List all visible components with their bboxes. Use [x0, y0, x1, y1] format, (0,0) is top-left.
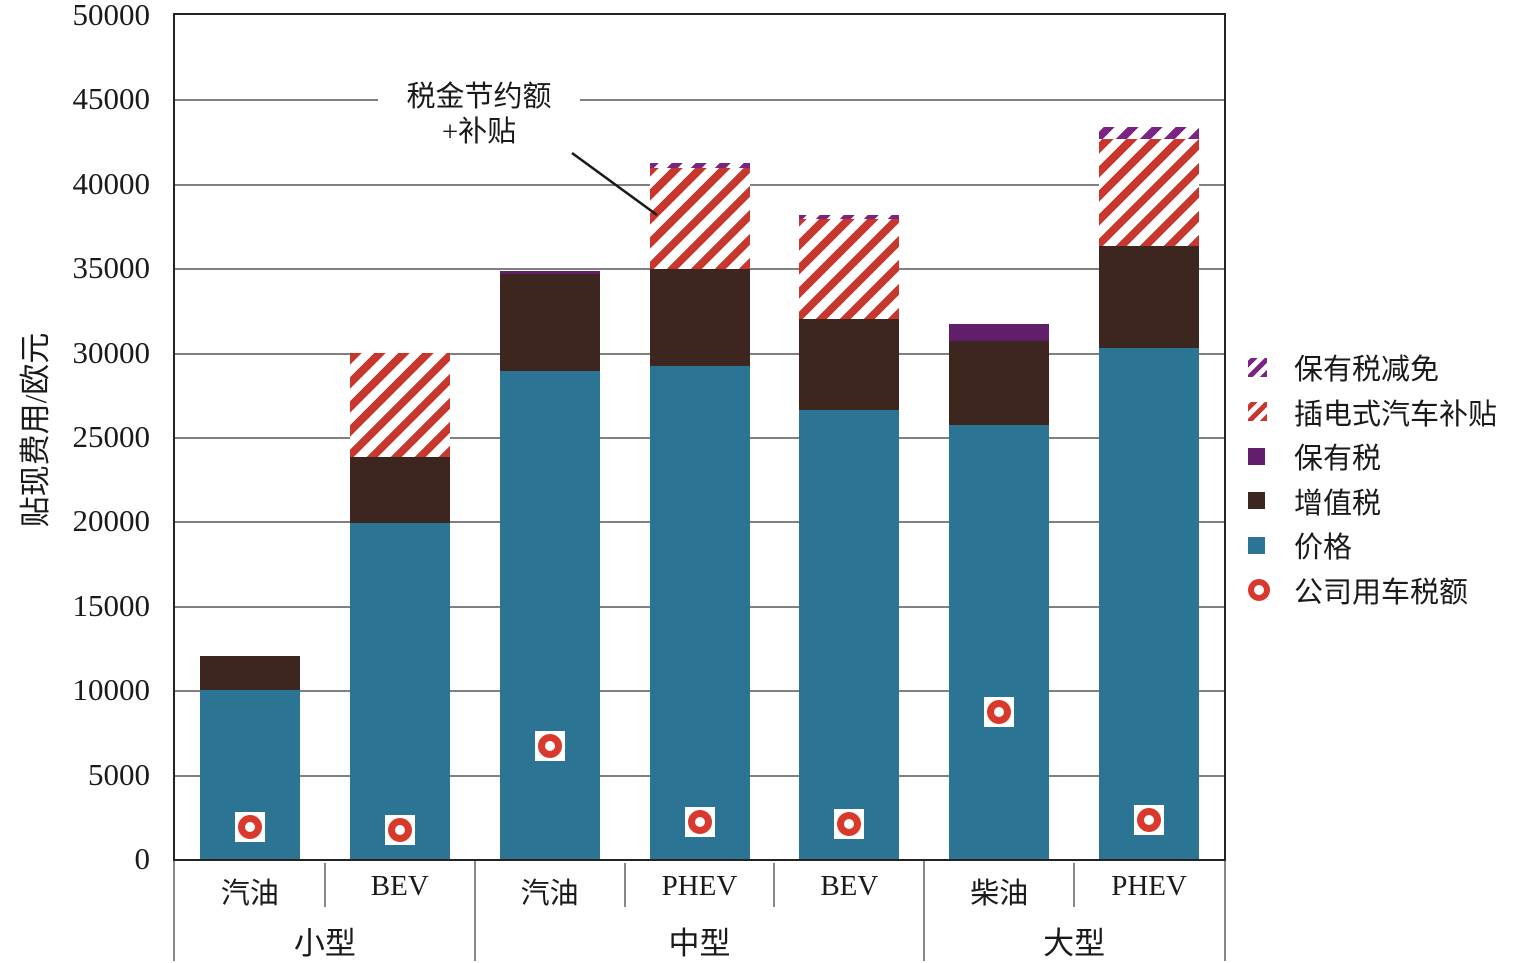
marker-公司用车税额 — [384, 815, 415, 846]
bar-segment-增值税 — [199, 656, 300, 691]
marker-ring-icon — [387, 818, 412, 843]
y-tick-label: 15000 — [72, 587, 151, 623]
x-category-label: PHEV — [661, 870, 738, 902]
legend-item-插电式汽车补贴: 插电式汽车补贴 — [1248, 391, 1497, 433]
x-category-separator — [773, 863, 776, 907]
bar-segment-价格 — [349, 523, 450, 859]
marker-ring-icon — [537, 733, 562, 758]
marker-ring-icon — [987, 700, 1012, 725]
y-tick-label: 5000 — [88, 756, 150, 792]
marker-公司用车税额 — [534, 730, 565, 761]
bar-segment-插电式汽车补贴 — [799, 219, 900, 319]
bar-segment-价格 — [1099, 347, 1200, 859]
y-tick-label: 0 — [134, 841, 151, 876]
legend-swatch-wrap — [1248, 402, 1274, 421]
bar-segment-增值税 — [649, 269, 750, 367]
x-group-separator — [1224, 861, 1226, 961]
legend-item-保有税: 保有税 — [1248, 435, 1381, 477]
legend-swatch-wrap — [1248, 357, 1274, 377]
marker-公司用车税额 — [684, 806, 715, 837]
legend-hatch-swatch-icon — [1248, 402, 1267, 421]
legend-item-价格: 价格 — [1248, 524, 1352, 566]
legend-label: 价格 — [1294, 532, 1353, 564]
x-category-label: 汽油 — [220, 878, 279, 910]
y-tick-label: 25000 — [72, 419, 151, 454]
legend-swatch-wrap — [1248, 578, 1274, 601]
y-tick-label: 20000 — [72, 503, 151, 539]
x-group-label: 小型 — [293, 926, 356, 961]
x-category-separator — [1073, 863, 1076, 907]
x-category-label: 柴油 — [970, 878, 1029, 910]
marker-公司用车税额 — [1134, 805, 1165, 836]
y-tick-label: 35000 — [72, 250, 151, 286]
bar-segment-增值税 — [799, 318, 900, 410]
bar-segment-插电式汽车补贴 — [1099, 139, 1200, 247]
x-category-separator — [623, 863, 626, 907]
legend-label: 保有税减免 — [1294, 354, 1440, 386]
legend-label: 插电式汽车补贴 — [1294, 398, 1498, 431]
marker-公司用车税额 — [834, 808, 865, 839]
legend-item-公司用车税额: 公司用车税额 — [1248, 569, 1468, 611]
plot-area — [173, 13, 1226, 861]
x-group-label: 中型 — [668, 926, 731, 961]
x-category-label: PHEV — [1111, 870, 1187, 902]
bar-segment-保有税减免 — [1099, 127, 1200, 140]
bar-segment-保有税减免 — [799, 215, 900, 220]
marker-公司用车税额 — [984, 697, 1015, 728]
marker-公司用车税额 — [234, 811, 265, 842]
x-group-separator — [173, 861, 175, 961]
bar-segment-保有税 — [499, 271, 600, 275]
bar-segment-价格 — [649, 366, 750, 859]
y-tick-label: 30000 — [72, 334, 151, 370]
gridline-45000 — [175, 99, 1224, 102]
x-group-separator — [473, 861, 476, 961]
legend-item-保有税减免: 保有税减免 — [1248, 346, 1439, 388]
legend-swatch-wrap — [1248, 492, 1274, 509]
bar-segment-插电式汽车补贴 — [349, 352, 450, 458]
bar-segment-增值税 — [1099, 246, 1200, 348]
marker-ring-icon — [687, 809, 712, 834]
bar-segment-增值税 — [349, 457, 450, 524]
x-group-label: 大型 — [1043, 926, 1106, 961]
x-category-label: 汽油 — [520, 878, 579, 910]
marker-ring-icon — [837, 811, 862, 836]
bar-segment-插电式汽车补贴 — [649, 167, 750, 270]
marker-ring-icon — [237, 814, 262, 839]
bar-segment-保有税 — [949, 323, 1050, 341]
legend-label: 增值税 — [1294, 487, 1382, 520]
marker-ring-icon — [1137, 808, 1162, 833]
bar-segment-保有税减免 — [649, 162, 750, 168]
legend-label: 保有税 — [1294, 443, 1382, 475]
legend-hatch-swatch-icon — [1248, 357, 1267, 377]
x-category-label: BEV — [820, 870, 879, 902]
legend-solid-swatch-icon — [1248, 447, 1265, 465]
y-tick-label: 50000 — [72, 0, 151, 32]
bar-segment-价格 — [799, 410, 900, 859]
legend-solid-swatch-icon — [1248, 492, 1265, 509]
y-tick-label: 45000 — [72, 81, 151, 117]
legend-item-增值税: 增值税 — [1248, 480, 1381, 522]
legend-label: 公司用车税额 — [1294, 576, 1469, 609]
bar-segment-增值税 — [949, 340, 1050, 426]
legend-swatch-wrap — [1248, 536, 1274, 554]
annotation-callout: 税金节约额 +补贴 — [378, 80, 580, 150]
y-tick-label: 10000 — [72, 672, 151, 708]
x-group-separator — [923, 861, 926, 961]
legend-ring-swatch-icon — [1248, 578, 1270, 601]
y-tick-label: 40000 — [72, 165, 151, 201]
x-category-label: BEV — [370, 870, 429, 902]
annotation-text-line2: +补贴 — [441, 116, 517, 148]
x-category-separator — [323, 863, 326, 907]
legend-swatch-wrap — [1248, 447, 1274, 465]
annotation-text-line1: 税金节约额 — [406, 81, 552, 113]
legend-solid-swatch-icon — [1248, 536, 1265, 554]
bar-segment-价格 — [949, 425, 1050, 859]
bar-segment-增值税 — [499, 274, 600, 372]
bar-segment-价格 — [499, 371, 600, 859]
